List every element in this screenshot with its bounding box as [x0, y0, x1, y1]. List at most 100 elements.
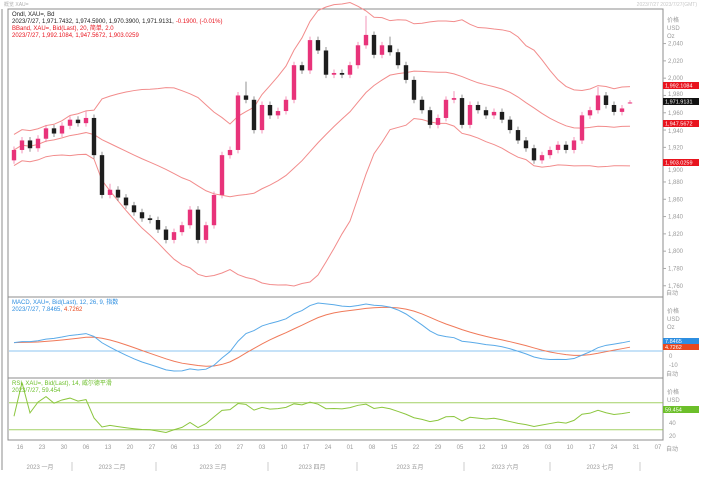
- candle-body: [491, 111, 497, 116]
- candle: [347, 61, 353, 79]
- candle-body: [227, 149, 233, 156]
- candle: [627, 100, 633, 104]
- date-tick-label: 23: [39, 445, 46, 451]
- candle-body: [187, 209, 193, 226]
- bollinger-bands: [13, 1, 631, 287]
- price-tick-label: 2,000: [668, 76, 684, 82]
- svg-text:-10: -10: [669, 363, 678, 369]
- candle-body: [139, 212, 145, 219]
- price-tag-bband-lower: 1,903.0259: [663, 159, 699, 167]
- candle: [523, 136, 529, 152]
- candle: [443, 96, 449, 122]
- price-tick-label: 1,960: [668, 111, 684, 117]
- candle-body: [603, 95, 609, 105]
- candle-body: [579, 115, 585, 141]
- date-tick-label: 17: [589, 445, 596, 451]
- candle: [355, 41, 361, 69]
- candle-body: [371, 34, 377, 55]
- candle: [379, 41, 385, 59]
- svg-text:价格: 价格: [667, 307, 679, 315]
- candle-body: [99, 155, 105, 195]
- candle-body: [251, 99, 257, 131]
- auto-scale-button[interactable]: 自动: [666, 289, 678, 297]
- candle: [259, 101, 265, 134]
- month-label: 2023 三月: [199, 464, 226, 471]
- candle: [579, 111, 585, 144]
- candle-body: [547, 149, 553, 156]
- candle-body: [315, 40, 321, 51]
- price-tag-bband-upper: 1,992.1084: [663, 82, 699, 90]
- candle-body: [555, 144, 561, 150]
- price-tick-label: 1,860: [668, 197, 684, 203]
- candle: [211, 191, 217, 229]
- svg-text:USD: USD: [667, 398, 680, 404]
- svg-text:USD: USD: [667, 26, 680, 32]
- candle-body: [571, 140, 577, 150]
- candle-body: [147, 218, 153, 221]
- candle: [171, 228, 177, 244]
- candle: [307, 36, 313, 74]
- candle: [475, 101, 481, 114]
- macd-lines: [9, 302, 663, 372]
- candle-body: [563, 144, 569, 150]
- svg-text:4.7262: 4.7262: [665, 345, 682, 351]
- candle-body: [267, 104, 273, 116]
- candle: [155, 216, 161, 234]
- svg-text:Oz: Oz: [667, 34, 675, 40]
- price-panel[interactable]: [7, 8, 664, 298]
- candle: [203, 221, 209, 244]
- candle: [571, 136, 577, 154]
- candle-body: [75, 119, 81, 124]
- auto-scale-button[interactable]: 自动: [666, 445, 678, 453]
- date-axis[interactable]: 16 23 30 06 13 20 27 06 13 20 27 03 10 17 24 01 08 15 22 29…: [17, 445, 662, 471]
- candle-body: [19, 140, 25, 150]
- svg-text:20: 20: [669, 434, 676, 440]
- bband-legend-values: 2023/7/27, 1,992.1084, 1,947.5672, 1,903…: [12, 33, 139, 39]
- candlesticks: [11, 15, 633, 244]
- candle-body: [43, 128, 49, 139]
- macd-legend: MACD, XAU=, Bid(Last), 12, 26, 9, 指数 202…: [12, 298, 118, 313]
- ohlc-values: 2023/7/27, 1,971.7432, 1,974.5900, 1,970…: [12, 19, 174, 25]
- rsi-axis[interactable]: 价格 USD 40 20 自动: [666, 388, 680, 453]
- candle: [363, 15, 369, 49]
- price-tick-label: 1,800: [668, 249, 684, 255]
- rsi-legend-values: 2023/7/27, 59.454: [12, 388, 61, 394]
- candle-body: [411, 79, 417, 100]
- candle-body: [123, 197, 129, 206]
- month-label: 2023 七月: [586, 463, 613, 471]
- candle-body: [131, 205, 137, 213]
- candle-body: [323, 50, 329, 75]
- rsi-lines: [9, 382, 663, 434]
- candle-body: [611, 104, 617, 112]
- candle-body: [91, 117, 97, 156]
- date-tick-label: 31: [633, 445, 640, 451]
- date-tick-label: 19: [501, 445, 508, 451]
- price-tick-label: 1,760: [668, 284, 684, 290]
- date-tick-label: 30: [61, 445, 68, 451]
- candle: [139, 208, 145, 222]
- svg-text:59.454: 59.454: [665, 408, 682, 414]
- candle: [371, 31, 377, 59]
- candle: [459, 94, 465, 129]
- date-tick-label: 05: [457, 445, 464, 451]
- price-axis[interactable]: 价格 USD Oz 2,040 2,020 2,000 1,980 1,960 1,940…: [663, 16, 684, 297]
- candle: [283, 96, 289, 115]
- auto-scale-button[interactable]: 自动: [666, 370, 678, 378]
- candle: [91, 114, 97, 159]
- macd-axis[interactable]: 价格 USD Oz 0 -10 自动: [666, 307, 680, 378]
- bband-upper-line: [13, 1, 631, 135]
- candle-body: [419, 99, 425, 111]
- candle-body: [275, 111, 281, 116]
- rsi-legend-title: RSI, XAU=, Bid(Last), 14, 威尔德平滑: [12, 379, 112, 387]
- candle: [603, 92, 609, 109]
- candle-body: [587, 110, 593, 116]
- macd-legend-title: MACD, XAU=, Bid(Last), 12, 26, 9, 指数: [12, 298, 118, 306]
- candle-body: [195, 209, 201, 240]
- candle-body: [467, 104, 473, 125]
- macd-panel[interactable]: [7, 296, 664, 379]
- main-legend: Ondl, XAU=, Bd 2023/7/27, 1,971.7432, 1,…: [10, 10, 223, 39]
- bband-middle-line: [13, 70, 631, 198]
- candle: [83, 111, 89, 127]
- main-legend-values: 2023/7/27, 1,971.7432, 1,974.5900, 1,970…: [12, 19, 223, 25]
